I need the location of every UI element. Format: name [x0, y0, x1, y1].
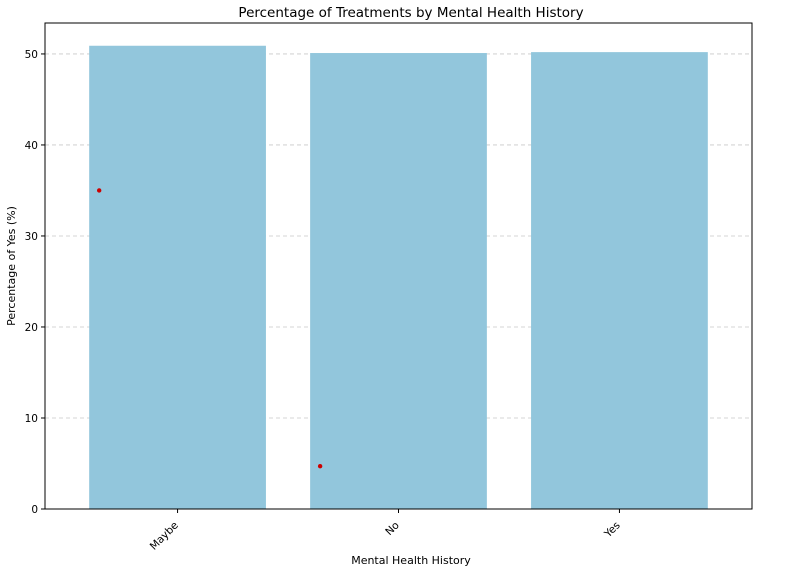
y-tick-label: 40	[25, 140, 38, 152]
y-tick-label: 20	[25, 322, 38, 334]
bar-maybe	[89, 45, 266, 509]
bars	[89, 45, 708, 510]
y-axis-label: Percentage of Yes (%)	[5, 206, 18, 326]
x-tick-label: No	[383, 519, 402, 538]
bar-yes	[531, 52, 708, 509]
markers	[96, 188, 323, 469]
y-axis-ticks: 0 10 20 30 40 50	[25, 49, 45, 516]
marker-point-no	[317, 464, 323, 469]
bar-no	[310, 53, 487, 510]
x-tick-label: Yes	[602, 519, 623, 540]
x-tick-label: Maybe	[148, 519, 181, 552]
y-tick-label: 30	[25, 231, 38, 243]
y-tick-label: 0	[31, 504, 38, 516]
y-tick-label: 50	[25, 49, 38, 61]
x-axis-ticks: Maybe No Yes	[148, 509, 623, 553]
x-axis-label: Mental Health History	[351, 554, 471, 567]
y-tick-label: 10	[25, 413, 38, 425]
marker-point-maybe	[96, 188, 102, 193]
chart-title: Percentage of Treatments by Mental Healt…	[238, 5, 583, 21]
